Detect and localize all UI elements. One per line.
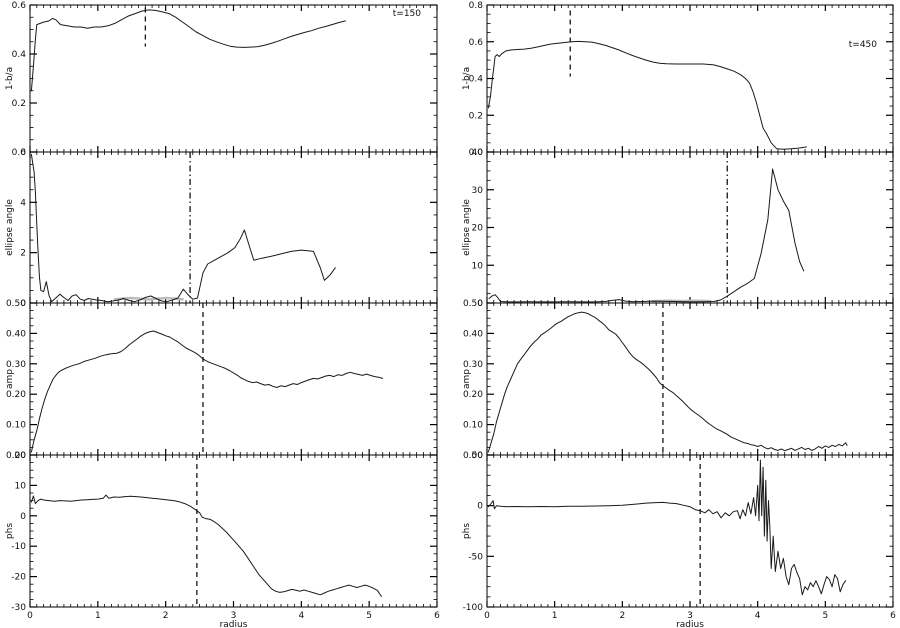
x-tick-label: 2: [619, 611, 625, 621]
data-curve: [487, 40, 807, 150]
data-curve: [113, 296, 184, 301]
y-tick-label: 6: [20, 148, 26, 158]
y-axis-label: phs: [5, 523, 15, 539]
panel-frame: [29, 4, 438, 153]
data-curve: [30, 9, 346, 92]
y-tick-label: 0.2: [469, 111, 483, 121]
x-axis-label: radius: [220, 620, 248, 628]
data-curve: [30, 330, 384, 453]
data-curve: [30, 494, 382, 597]
y-tick-label: 50: [472, 451, 484, 461]
y-axis-label: amp: [5, 369, 15, 389]
panel-r4: -100 -50 0 50 0 1 2 3 4 5 6 radius phs: [462, 451, 896, 628]
y-tick-label: 0.0: [469, 148, 484, 158]
y-tick-label: 0.6: [469, 38, 484, 48]
y-tick-label: 20: [15, 451, 27, 461]
x-axis-label: radius: [676, 620, 704, 628]
y-tick-label: 0.4: [469, 75, 484, 85]
y-tick-label: 0.00: [463, 451, 483, 461]
x-tick-label: 1: [552, 611, 558, 621]
panel-frame: [486, 151, 894, 304]
y-tick-label: 0: [20, 299, 26, 309]
x-tick-label: 4: [298, 611, 304, 621]
data-curve: [488, 168, 805, 303]
x-tick-label: 0: [484, 611, 490, 621]
panel-frame: [29, 302, 438, 456]
x-tick-label: 0: [27, 611, 33, 621]
panel-r1: 0.0 0.2 0.4 0.6 0.8 1-b/a t=450: [462, 1, 894, 158]
y-axis-label: ellipse angle: [462, 199, 472, 256]
y-tick-label: -20: [11, 573, 26, 583]
y-tick-label: -30: [11, 603, 26, 613]
y-tick-label: 0: [20, 512, 26, 522]
y-tick-label: 2: [20, 249, 26, 259]
y-tick-label: -100: [463, 603, 484, 613]
y-tick-label: 10: [472, 261, 484, 271]
panel-r2: 0 10 20 30 40 ellipse angle: [462, 148, 894, 309]
x-tick-label: 5: [822, 611, 828, 621]
y-tick-label: 0.30: [463, 360, 483, 370]
y-tick-label: 10: [15, 481, 27, 491]
y-tick-label: 0.40: [463, 329, 483, 339]
x-tick-label: 2: [163, 611, 169, 621]
panel-frame: [29, 454, 438, 608]
y-axis-label: amp: [462, 369, 472, 389]
y-axis-label: 1-b/a: [462, 67, 472, 90]
y-tick-label: 0: [477, 502, 483, 512]
y-tick-label: 0.30: [6, 360, 26, 370]
y-tick-label: 0.2: [12, 99, 26, 109]
time-annotation: t=450: [849, 40, 878, 50]
y-tick-label: 0.10: [463, 421, 483, 431]
panel-l2: 0 2 4 6 ellipse angle: [5, 148, 438, 309]
x-tick-label: 6: [890, 611, 896, 621]
panel-r3: 0.00 0.10 0.20 0.30 0.40 0.50 amp: [462, 299, 894, 461]
time-annotation: t=150: [393, 9, 422, 19]
x-tick-label: 6: [434, 611, 440, 621]
y-tick-label: 30: [472, 186, 484, 196]
y-tick-label: 0.50: [6, 299, 26, 309]
x-tick-label: 3: [231, 611, 237, 621]
data-curve: [30, 154, 336, 303]
y-tick-label: 0.00: [6, 451, 26, 461]
x-tick-label: 5: [366, 611, 372, 621]
panel-frame: [486, 454, 894, 608]
y-tick-label: 0.8: [469, 1, 484, 11]
y-tick-label: 0.0: [12, 148, 27, 158]
y-tick-label: 0.50: [463, 299, 483, 309]
y-tick-label: 0.20: [6, 390, 26, 400]
y-tick-label: -50: [468, 552, 483, 562]
panel-frame: [486, 4, 894, 153]
y-tick-label: 0.6: [12, 1, 27, 11]
panel-l1: 0.0 0.2 0.4 0.6 1-b/a t=150: [5, 1, 438, 158]
y-tick-label: 0.4: [12, 50, 27, 60]
x-tick-label: 1: [95, 611, 101, 621]
y-tick-label: 20: [472, 224, 484, 234]
panel-frame: [29, 151, 438, 304]
y-tick-label: 4: [20, 198, 26, 208]
data-curve: [487, 459, 847, 596]
x-tick-label: 4: [755, 611, 761, 621]
y-tick-label: 0.40: [6, 329, 26, 339]
panel-frame: [486, 302, 894, 456]
y-tick-label: 0: [477, 299, 483, 309]
y-tick-label: 0.20: [463, 390, 483, 400]
y-tick-label: -10: [11, 542, 26, 552]
x-tick-label: 3: [687, 611, 693, 621]
panel-l3: 0.00 0.10 0.20 0.30 0.40 0.50 amp: [5, 299, 438, 461]
y-axis-label: phs: [462, 523, 472, 539]
y-tick-label: 0.10: [6, 421, 26, 431]
y-tick-label: 40: [472, 148, 484, 158]
y-axis-label: 1-b/a: [5, 67, 15, 90]
data-curve: [487, 311, 848, 453]
y-axis-label: ellipse angle: [5, 199, 15, 256]
panel-l4: -30 -20 -10 0 10 20 0 1 2 3 4 5 6 radius phs: [5, 451, 440, 628]
